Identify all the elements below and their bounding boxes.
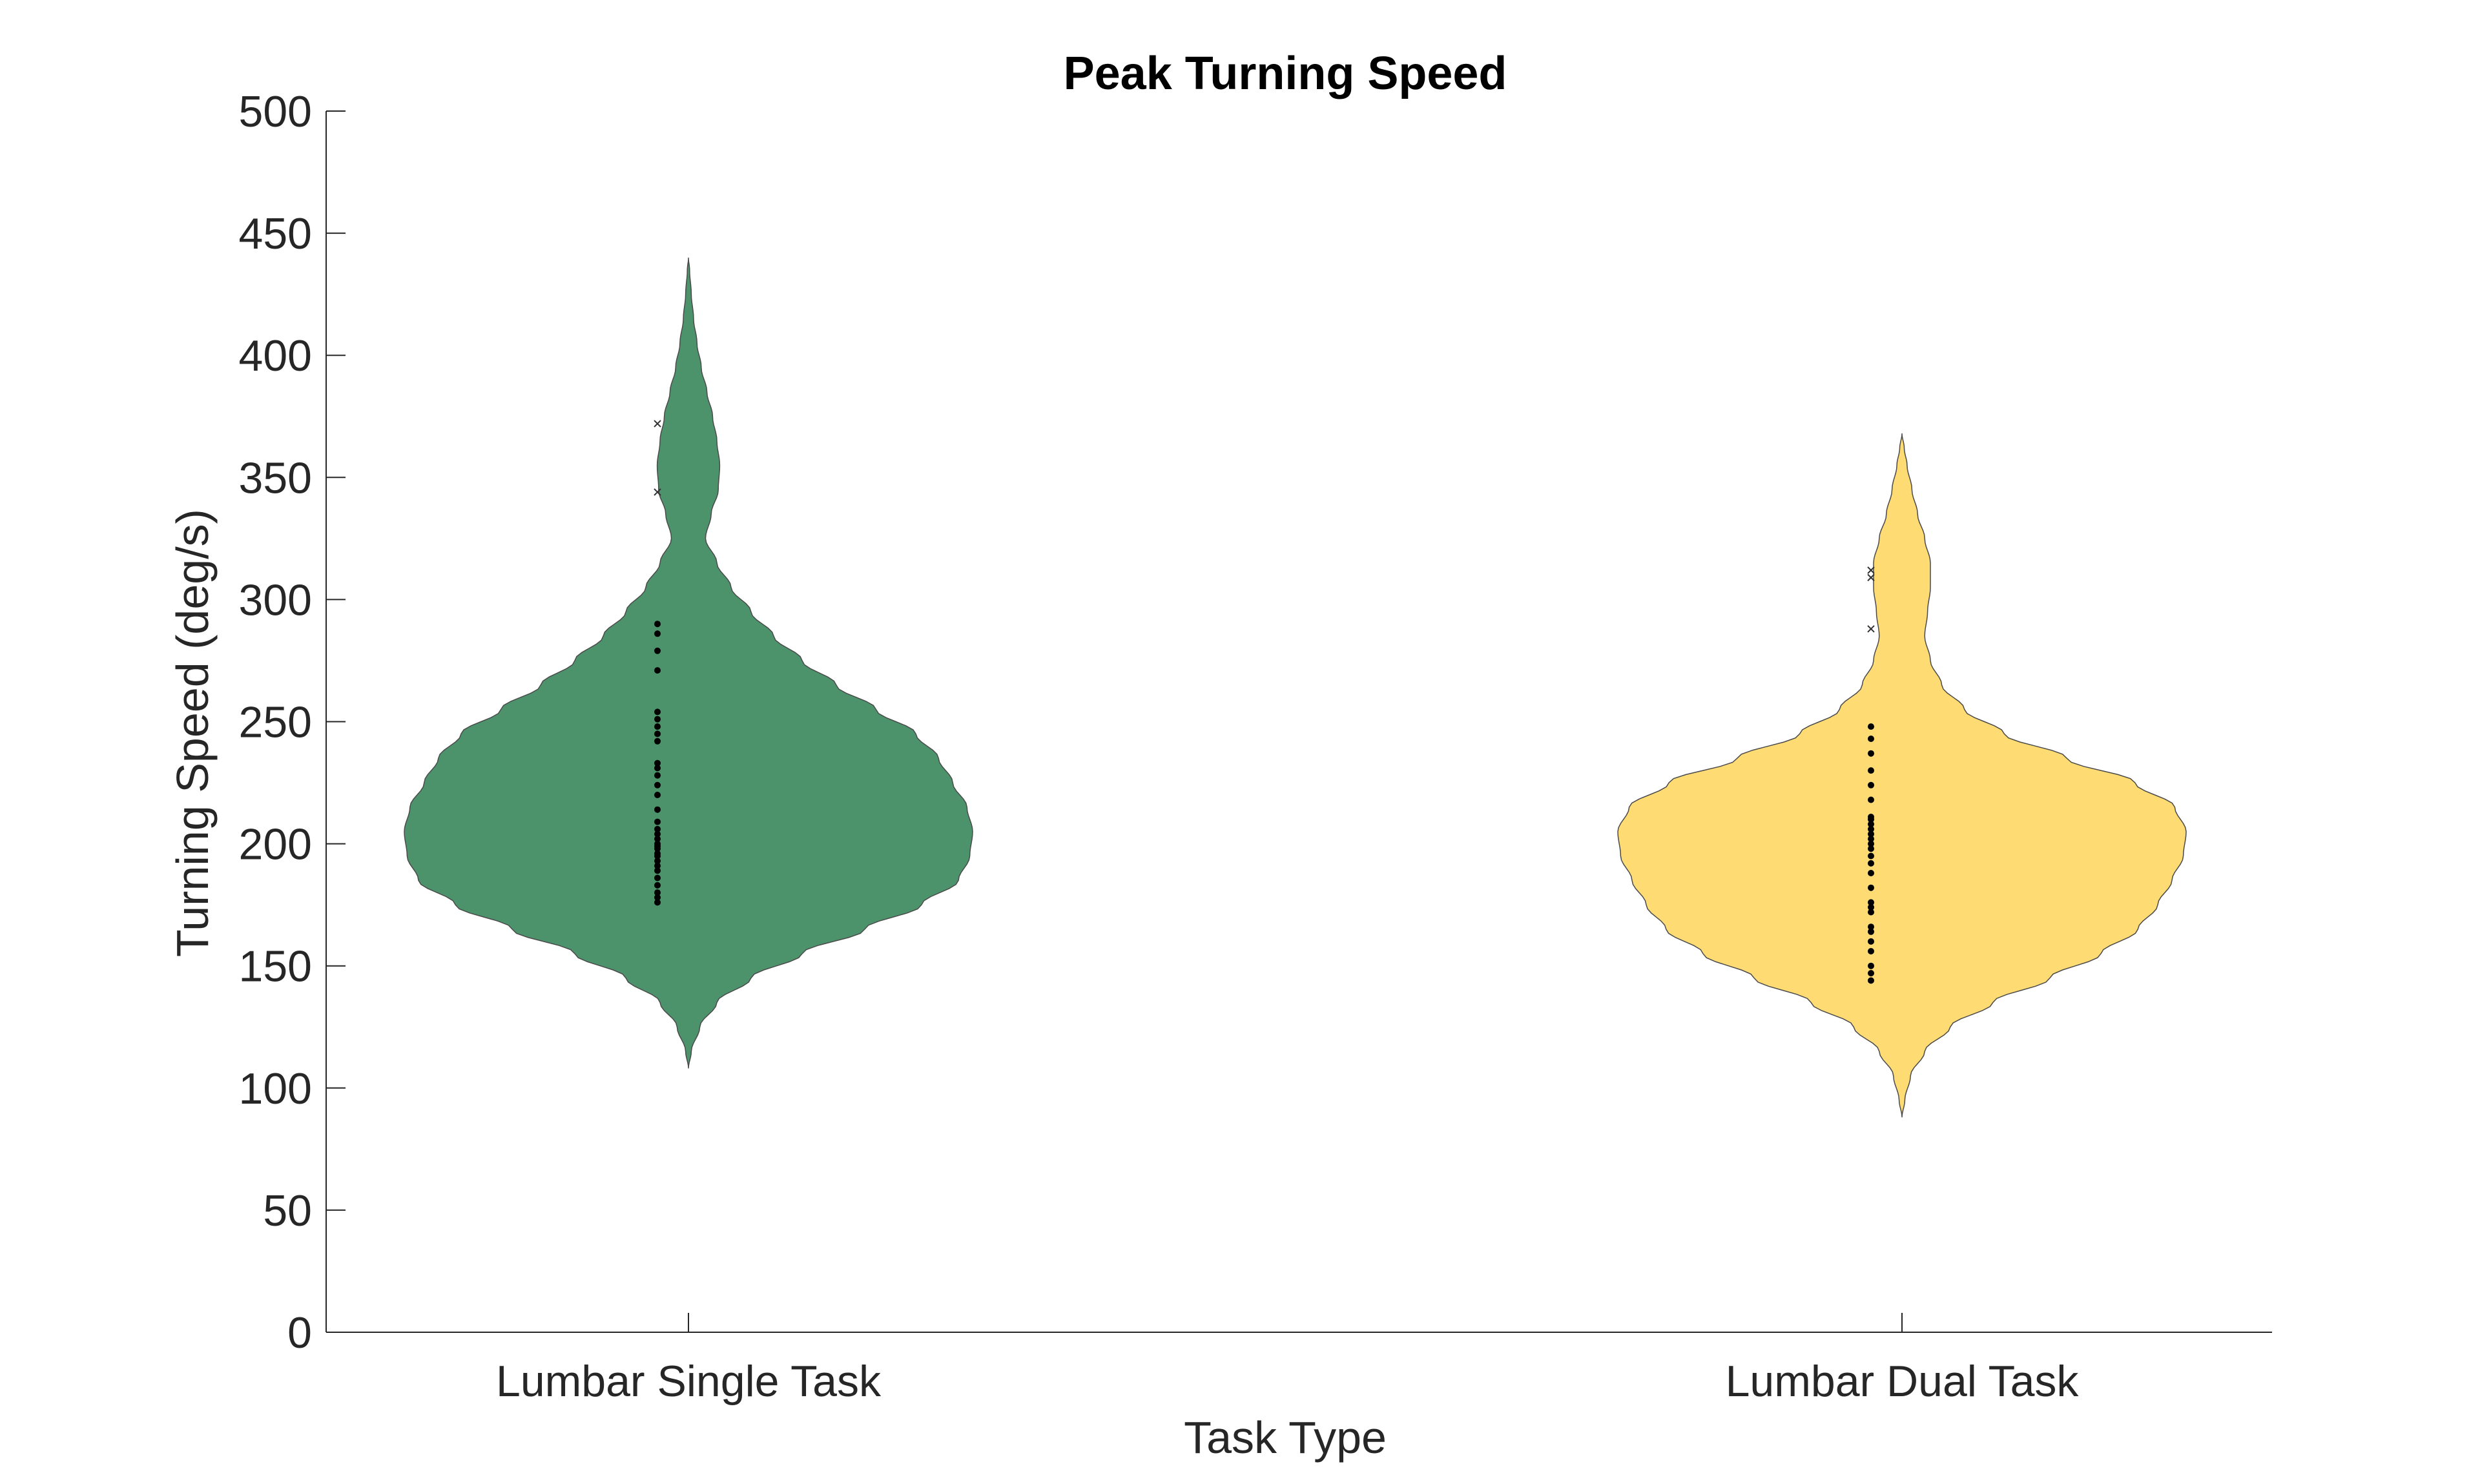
data-point bbox=[654, 723, 661, 730]
violin-single-task bbox=[404, 257, 973, 1069]
data-point bbox=[1868, 977, 1874, 984]
data-point bbox=[1868, 962, 1874, 969]
y-tick-label: 500 bbox=[239, 87, 312, 136]
data-point bbox=[654, 621, 661, 628]
data-point bbox=[1868, 970, 1874, 976]
outlier-marker bbox=[1867, 566, 1875, 574]
data-point bbox=[1868, 767, 1874, 774]
data-point bbox=[654, 825, 661, 832]
data-point bbox=[1868, 781, 1874, 788]
data-point bbox=[1868, 836, 1874, 842]
data-point bbox=[654, 894, 661, 901]
y-tick-label: 200 bbox=[239, 820, 312, 869]
violin-dual-task bbox=[1617, 433, 2187, 1118]
data-point bbox=[654, 630, 661, 637]
data-point bbox=[1868, 909, 1874, 916]
data-point bbox=[654, 708, 661, 716]
data-point bbox=[1868, 750, 1874, 757]
data-point bbox=[654, 881, 661, 889]
tick-labels-group: 0 50 100 150 200 250 300 350 400 450 500 Lumbar Sin… bbox=[239, 87, 2080, 1406]
outlier-marker bbox=[1867, 573, 1875, 582]
data-point bbox=[1868, 928, 1874, 935]
y-tick-label: 250 bbox=[239, 698, 312, 747]
y-tick-label: 100 bbox=[239, 1064, 312, 1113]
x-axis-label: Task Type bbox=[1184, 1412, 1387, 1463]
data-point bbox=[654, 862, 661, 869]
data-point bbox=[654, 667, 661, 674]
x-tick-label: Lumbar Single Task bbox=[496, 1357, 882, 1406]
y-axis-label: Turning Speed (deg/s) bbox=[167, 509, 218, 957]
data-point bbox=[1868, 884, 1874, 891]
chart-title: Peak Turning Speed bbox=[1064, 48, 1507, 99]
data-point bbox=[1868, 830, 1874, 838]
data-point bbox=[1868, 852, 1874, 860]
data-point bbox=[654, 647, 661, 654]
axes-group bbox=[326, 110, 2272, 1333]
data-point bbox=[654, 781, 661, 788]
data-point bbox=[654, 818, 661, 825]
violin-group bbox=[404, 257, 2187, 1118]
y-tick-label: 300 bbox=[239, 575, 312, 624]
data-point bbox=[654, 772, 661, 779]
data-point bbox=[654, 737, 661, 745]
data-point bbox=[654, 759, 661, 767]
data-point bbox=[654, 830, 661, 838]
x-tick-label: Lumbar Dual Task bbox=[1726, 1357, 2080, 1406]
data-point bbox=[654, 858, 661, 865]
data-point bbox=[1868, 796, 1874, 803]
data-points-group bbox=[654, 420, 1875, 984]
y-tick-label: 150 bbox=[239, 942, 312, 991]
y-tick-label: 0 bbox=[287, 1308, 312, 1357]
data-point bbox=[654, 765, 661, 772]
data-point bbox=[654, 716, 661, 723]
outlier-marker bbox=[1867, 625, 1875, 633]
y-tick-label: 450 bbox=[239, 209, 312, 258]
data-point bbox=[1868, 821, 1874, 828]
data-point bbox=[1868, 903, 1874, 911]
y-tick-label: 350 bbox=[239, 453, 312, 502]
data-point bbox=[1868, 723, 1874, 730]
data-point bbox=[654, 899, 661, 906]
data-point bbox=[654, 806, 661, 813]
data-point bbox=[654, 867, 661, 874]
data-point bbox=[654, 836, 661, 842]
y-tick-label: 400 bbox=[239, 331, 312, 380]
data-point bbox=[654, 889, 661, 896]
data-point bbox=[1868, 870, 1874, 876]
data-point bbox=[654, 730, 661, 737]
data-point bbox=[654, 850, 661, 857]
data-point bbox=[1868, 825, 1874, 832]
data-point bbox=[1868, 923, 1874, 931]
outlier-marker bbox=[654, 420, 661, 428]
data-point bbox=[1868, 899, 1874, 906]
data-point bbox=[1868, 948, 1874, 954]
data-point bbox=[1868, 814, 1874, 820]
data-point bbox=[1868, 845, 1874, 852]
data-point bbox=[654, 792, 661, 798]
data-point bbox=[654, 874, 661, 881]
data-point bbox=[1868, 736, 1874, 742]
outlier-marker bbox=[654, 488, 661, 496]
data-point bbox=[654, 840, 661, 847]
data-point bbox=[1868, 860, 1874, 867]
y-tick-label: 50 bbox=[263, 1186, 312, 1235]
data-point bbox=[1868, 840, 1874, 847]
data-point bbox=[1868, 938, 1874, 945]
